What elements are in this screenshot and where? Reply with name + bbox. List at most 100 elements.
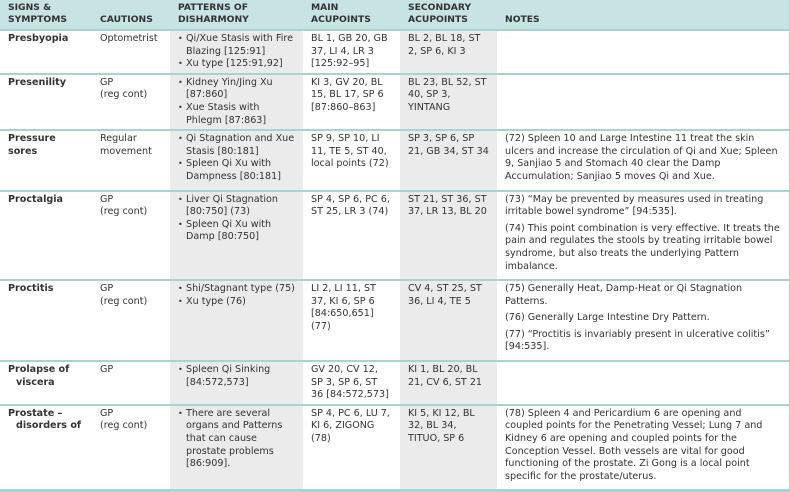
caution-cell: Optometrist bbox=[92, 29, 170, 74]
caution: GP bbox=[100, 76, 114, 88]
header-main-acupoints: MAIN ACUPOINTS bbox=[303, 0, 400, 30]
header-signs-symptoms: SIGNS & SYMPTOMS bbox=[0, 0, 92, 30]
note: (75) Generally Heat, Damp-Heat or Qi Sta… bbox=[505, 283, 743, 307]
pattern-item: Shi/Stagnant type (75) bbox=[178, 283, 295, 296]
pattern-item: Kidney Yin/Jing Xu [87:860] bbox=[178, 77, 295, 102]
main-acupoints: SP 4, SP 6, PC 6, ST 25, LR 3 (74) bbox=[303, 189, 400, 281]
caution: GP bbox=[100, 364, 114, 376]
pattern-item: Xue Stasis with Phlegm [87:863] bbox=[178, 102, 295, 127]
main-acupoints: SP 9, SP 10, LI 11, TE 5, ST 40, local p… bbox=[303, 129, 400, 191]
symptom-cell: Presenility bbox=[0, 72, 92, 131]
caution-detail: (reg cont) bbox=[100, 295, 148, 307]
secondary-acupoints: KI 5, KI 12, BL 32, BL 34, TITUO, SP 6 bbox=[400, 403, 497, 492]
header-secondary-acupoints: SECONDARY ACUPOINTS bbox=[400, 0, 497, 30]
caution: Optometrist bbox=[100, 33, 158, 44]
patterns-list: Shi/Stagnant type (75)Xu type (76) bbox=[178, 283, 295, 308]
caution-cell: GP (reg cont) bbox=[92, 279, 170, 362]
symptom-cell: Prostate – disorders of bbox=[0, 403, 92, 492]
caution: Regular movement bbox=[100, 133, 152, 157]
symptom-cell: Pressure sores bbox=[0, 129, 92, 191]
table-row: Pressure sores Regular movement Qi Stagn… bbox=[0, 129, 790, 191]
pattern-item: Spleen Qi Xu with Dampness [80:181] bbox=[178, 158, 295, 183]
symptom-continued: disorders of bbox=[16, 420, 82, 432]
table-row: Proctalgia GP(reg cont) Liver Qi Stagnat… bbox=[0, 189, 790, 281]
secondary-acupoints: CV 4, ST 25, ST 36, LI 4, TE 5 bbox=[400, 279, 497, 362]
symptom-cell: Proctalgia bbox=[0, 189, 92, 281]
header-row: SIGNS & SYMPTOMS CAUTIONS PATTERNS OF DI… bbox=[0, 0, 790, 30]
notes-cell bbox=[497, 29, 790, 74]
note: (76) Generally Large Intestine Dry Patte… bbox=[505, 312, 710, 324]
caution-cell: GP (reg cont) bbox=[92, 189, 170, 281]
pattern-item: Qi Stagnation and Xue Stasis [80:181] bbox=[178, 133, 295, 158]
patterns-list: Qi Stagnation and Xue Stasis [80:181]Spl… bbox=[178, 133, 295, 183]
symptom-cell: Presbyopia bbox=[0, 29, 92, 74]
main-acupoints: GV 20, CV 12, SP 3, SP 6, ST 36 [84:572,… bbox=[303, 360, 400, 405]
caution-cell: Regular movement bbox=[92, 129, 170, 191]
caution-cell: GP (reg cont) bbox=[92, 72, 170, 131]
patterns-list: Liver Qi Stagnation [80:750] (73)Spleen … bbox=[178, 194, 295, 244]
patterns-list: Kidney Yin/Jing Xu [87:860]Xue Stasis wi… bbox=[178, 77, 295, 127]
patterns-cell: Kidney Yin/Jing Xu [87:860]Xue Stasis wi… bbox=[170, 72, 303, 131]
symptom-cell: Prolapse of viscera bbox=[0, 360, 92, 405]
pattern-item: Qi/Xue Stasis with Fire Blazing [125:91] bbox=[178, 33, 295, 58]
patterns-cell: Shi/Stagnant type (75)Xu type (76) bbox=[170, 279, 303, 362]
symptom: Pressure sores bbox=[8, 133, 56, 157]
main-acupoints: LI 2, LI 11, ST 37, KI 6, SP 6 [84:650,6… bbox=[303, 279, 400, 362]
caution-cell: GP bbox=[92, 360, 170, 405]
note: (77) “Proctitis is invariably present in… bbox=[505, 328, 770, 353]
secondary-acupoints: SP 3, SP 6, SP 21, GB 34, ST 34 bbox=[400, 129, 497, 191]
patterns-cell: Spleen Qi Sinking [84:572,573] bbox=[170, 360, 303, 405]
patterns-list: There are several organs and Patterns th… bbox=[178, 408, 295, 471]
main-acupoints: SP 4, PC 6, LU 7, KI 6, ZIGONG (78) bbox=[303, 403, 400, 492]
symptom-cell: Proctitis bbox=[0, 279, 92, 362]
patterns-list: Qi/Xue Stasis with Fire Blazing [125:91]… bbox=[178, 33, 295, 71]
symptom-continued: viscera bbox=[16, 376, 55, 388]
secondary-acupoints: BL 23, BL 52, ST 40, SP 3, YINTANG bbox=[400, 72, 497, 131]
table-row: Proctitis GP(reg cont) Shi/Stagnant type… bbox=[0, 279, 790, 362]
notes-cell bbox=[497, 360, 790, 405]
header-notes: NOTES bbox=[497, 0, 790, 30]
note: (72) Spleen 10 and Large Intestine 11 tr… bbox=[505, 133, 778, 182]
caution: GP bbox=[100, 283, 114, 295]
main-acupoints: BL 1, GB 20, GB 37, LI 4, LR 3 [125:92–9… bbox=[303, 29, 400, 74]
notes-cell bbox=[497, 72, 790, 131]
notes-cell: (72) Spleen 10 and Large Intestine 11 tr… bbox=[497, 129, 790, 191]
caution-cell: GP (reg cont) bbox=[92, 403, 170, 492]
notes-cell: (73) “May be prevented by measures used … bbox=[497, 189, 790, 281]
caution-detail: (reg cont) bbox=[100, 89, 148, 101]
secondary-acupoints: ST 21, ST 36, ST 37, LR 13, BL 20 bbox=[400, 189, 497, 281]
caution-detail: (reg cont) bbox=[100, 420, 148, 432]
pattern-item: Spleen Qi Xu with Damp [80:750] bbox=[178, 219, 295, 244]
table-row: Prostate –disorders of GP(reg cont) Ther… bbox=[0, 403, 790, 492]
main-acupoints: KI 3, GV 20, BL 15, BL 17, SP 6 [87:860–… bbox=[303, 72, 400, 131]
notes-cell: (75) Generally Heat, Damp-Heat or Qi Sta… bbox=[497, 279, 790, 362]
patterns-cell: Liver Qi Stagnation [80:750] (73)Spleen … bbox=[170, 189, 303, 281]
secondary-acupoints: KI 1, BL 20, BL 21, CV 6, ST 21 bbox=[400, 360, 497, 405]
pattern-item: Spleen Qi Sinking [84:572,573] bbox=[178, 364, 295, 389]
table-row: Presbyopia Optometrist Qi/Xue Stasis wit… bbox=[0, 29, 790, 74]
symptom: Presenility bbox=[8, 76, 67, 88]
symptom: Prostate – bbox=[8, 407, 63, 419]
patterns-cell: Qi/Xue Stasis with Fire Blazing [125:91]… bbox=[170, 29, 303, 74]
symptom: Presbyopia bbox=[8, 33, 69, 44]
note: (74) This point combination is very effe… bbox=[505, 222, 780, 272]
pattern-item: Xu type [125:91,92] bbox=[178, 58, 295, 71]
caution-detail: (reg cont) bbox=[100, 206, 148, 218]
caution: GP bbox=[100, 407, 114, 419]
patterns-list: Spleen Qi Sinking [84:572,573] bbox=[178, 364, 295, 389]
symptom: Prolapse of bbox=[8, 364, 70, 376]
notes-cell: (78) Spleen 4 and Pericardium 6 are open… bbox=[497, 403, 790, 492]
table-row: Presenility GP(reg cont) Kidney Yin/Jing… bbox=[0, 72, 790, 131]
symptom: Proctalgia bbox=[8, 193, 64, 205]
header-patterns: PATTERNS OF DISHARMONY bbox=[170, 0, 303, 30]
pattern-item: Xu type (76) bbox=[178, 296, 295, 309]
patterns-cell: There are several organs and Patterns th… bbox=[170, 403, 303, 492]
secondary-acupoints: BL 2, BL 18, ST 2, SP 6, KI 3 bbox=[400, 29, 497, 74]
header-cautions: CAUTIONS bbox=[92, 0, 170, 30]
patterns-cell: Qi Stagnation and Xue Stasis [80:181]Spl… bbox=[170, 129, 303, 191]
pattern-item: Liver Qi Stagnation [80:750] (73) bbox=[178, 194, 295, 219]
symptom: Proctitis bbox=[8, 283, 54, 295]
note: (73) “May be prevented by measures used … bbox=[505, 193, 764, 218]
